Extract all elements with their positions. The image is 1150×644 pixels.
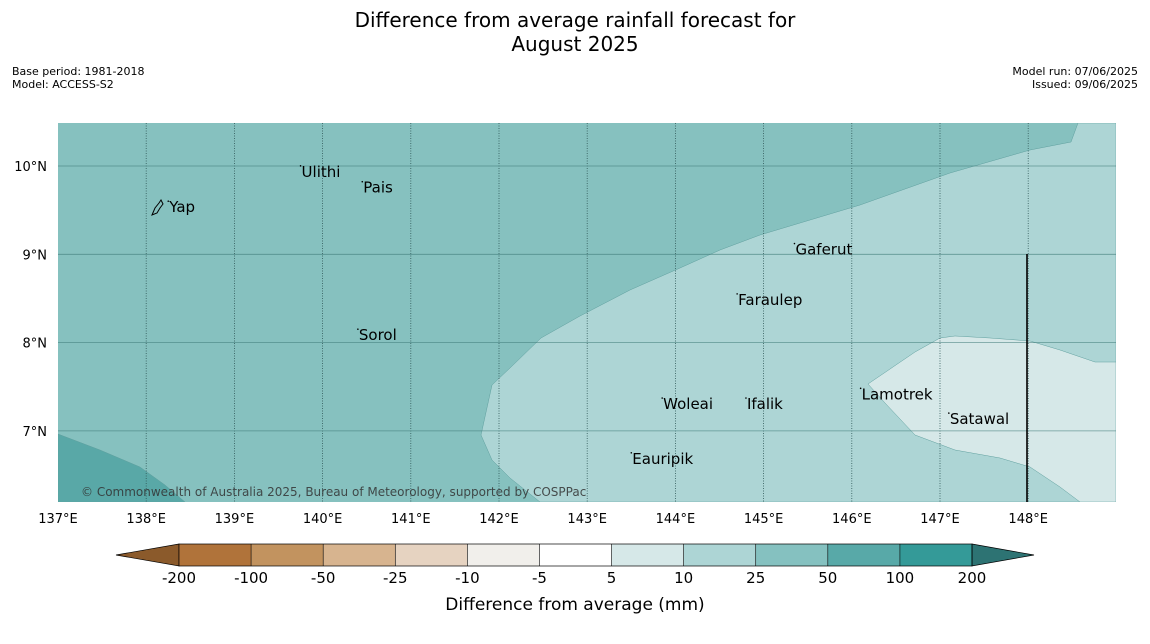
colorbar-extend-high: [971, 543, 1035, 567]
place-labels: Ulithi Pais Yap Gaferut Faraulep Sorol Lamotre…: [167, 163, 1009, 468]
longitude-tick-label: 145°E: [744, 512, 784, 527]
meta-right: Model run: 07/06/2025 Issued: 09/06/2025: [1012, 65, 1138, 91]
map-fill-zones: [58, 123, 1116, 502]
place-label-faraulep: Faraulep: [738, 291, 802, 309]
colorbar-extend-low: [115, 543, 180, 567]
colorbar-tick-label: -50: [311, 569, 336, 587]
colorbar-tick-label: 100: [886, 569, 915, 587]
colorbar-bin: [539, 544, 612, 566]
colorbar-bin: [395, 544, 468, 566]
colorbar-tick-label: -5: [532, 569, 547, 587]
issued-text: Issued: 09/06/2025: [1031, 78, 1138, 91]
place-dot: [167, 200, 170, 202]
colorbar: -200 -100 -50 -25 -10 -5 5 10 25 50 100 200: [115, 543, 1035, 587]
longitude-tick-label: 144°E: [656, 512, 696, 527]
zone-50-100: [58, 433, 186, 502]
longitude-tick-label: 141°E: [391, 512, 431, 527]
colorbar-bin: [179, 544, 252, 566]
latitude-tick-labels: 10°N 9°N 8°N 7°N: [14, 160, 47, 440]
colorbar-label: Difference from average (mm): [445, 595, 704, 615]
colorbar-tick-label: 50: [818, 569, 837, 587]
longitude-tick-labels: 137°E 138°E 139°E 140°E 141°E 142°E 143°E 144°E…: [38, 512, 1048, 527]
colorbar-tick-label: 5: [607, 569, 617, 587]
place-dot: [661, 397, 663, 399]
place-label-gaferut: Gaferut: [795, 241, 852, 259]
longitude-tick-label: 139°E: [215, 512, 255, 527]
place-dot: [357, 328, 359, 330]
latitude-tick-label: 9°N: [23, 248, 48, 263]
place-label-lamotrek: Lamotrek: [862, 385, 933, 403]
colorbar-bin: [827, 544, 900, 566]
place-label-pais: Pais: [363, 179, 393, 197]
meta-left: Base period: 1981-2018 Model: ACCESS-S2: [12, 65, 144, 91]
place-dot: [299, 165, 302, 167]
latitude-tick-label: 10°N: [14, 160, 47, 175]
colorbar-tick-label: -25: [383, 569, 408, 587]
copyright-text: © Commonwealth of Australia 2025, Bureau…: [81, 485, 586, 499]
place-dot: [361, 180, 364, 183]
longitude-tick-label: 140°E: [303, 512, 343, 527]
place-dot: [736, 293, 738, 295]
longitude-tick-label: 148°E: [1008, 512, 1048, 527]
place-dot: [630, 452, 633, 454]
colorbar-bin: [467, 544, 540, 566]
latitude-tick-label: 8°N: [23, 337, 48, 352]
model-text: Model: ACCESS-S2: [12, 78, 114, 91]
colorbar-bin: [323, 544, 396, 566]
map-title-line1: Difference from average rainfall forecas…: [354, 8, 796, 32]
colorbar-bin: [899, 544, 972, 566]
place-dot: [948, 412, 950, 414]
place-label-yap: Yap: [168, 198, 195, 216]
model-run-text: Model run: 07/06/2025: [1012, 65, 1138, 78]
colorbar-tick-label: -10: [455, 569, 480, 587]
place-label-sorol: Sorol: [359, 326, 397, 344]
place-dot: [745, 397, 747, 399]
colorbar-tick-label: -100: [234, 569, 268, 587]
place-label-ulithi: Ulithi: [302, 163, 341, 181]
place-label-satawal: Satawal: [950, 410, 1009, 428]
colorbar-bin: [755, 544, 828, 566]
colorbar-bin: [683, 544, 756, 566]
colorbar-tick-label: 10: [674, 569, 693, 587]
longitude-tick-label: 147°E: [920, 512, 960, 527]
base-period-text: Base period: 1981-2018: [12, 65, 145, 78]
longitude-tick-label: 142°E: [479, 512, 519, 527]
colorbar-bin: [251, 544, 324, 566]
place-dot: [859, 387, 862, 390]
colorbar-tick-label: 25: [746, 569, 765, 587]
colorbar-bin: [611, 544, 684, 566]
place-label-eauripik: Eauripik: [632, 450, 693, 468]
longitude-tick-label: 143°E: [567, 512, 607, 527]
colorbar-tick-label: 200: [958, 569, 987, 587]
place-label-woleai: Woleai: [663, 395, 713, 413]
longitude-tick-label: 146°E: [832, 512, 872, 527]
colorbar-frame: [178, 543, 973, 567]
map-title: Difference from average rainfall forecas…: [0, 8, 1150, 56]
place-dot: [793, 242, 796, 245]
latitude-tick-label: 7°N: [23, 425, 48, 440]
colorbar-tick-label: -200: [162, 569, 196, 587]
longitude-tick-label: 138°E: [126, 512, 166, 527]
place-label-ifalik: Ifalik: [747, 395, 783, 413]
graticule: [58, 123, 1116, 502]
map-title-line2: August 2025: [511, 32, 639, 56]
longitude-tick-label: 137°E: [38, 512, 78, 527]
yap-island-outline: [151, 199, 164, 216]
